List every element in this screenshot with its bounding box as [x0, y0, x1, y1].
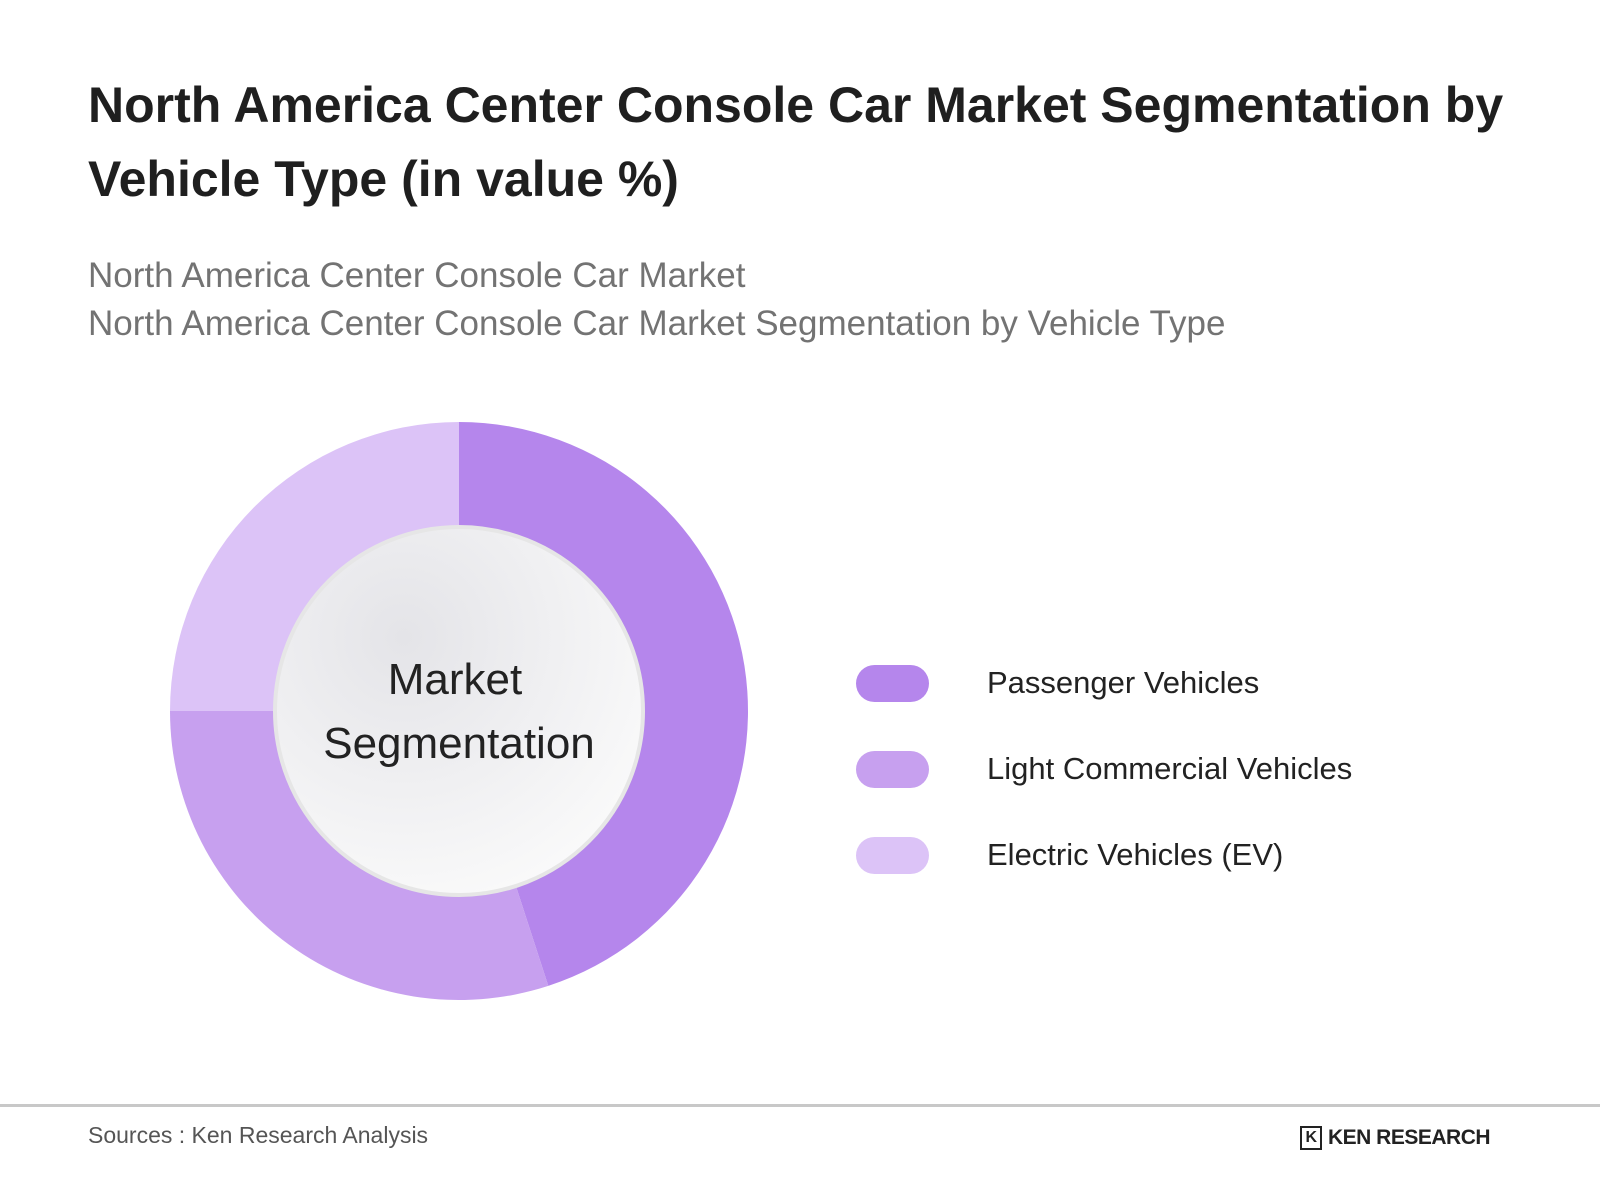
legend-swatch [856, 664, 929, 702]
legend-label: Electric Vehicles (EV) [987, 837, 1284, 872]
footer-divider [0, 1104, 1600, 1107]
legend-swatch [856, 836, 929, 874]
legend-swatch [856, 750, 929, 788]
legend: Passenger Vehicles Light Commercial Vehi… [856, 640, 1352, 898]
subtitle-line-1: North America Center Console Car Market [88, 256, 746, 295]
ken-research-logo: K KEN RESEARCH [1300, 1126, 1491, 1150]
legend-item: Light Commercial Vehicles [856, 726, 1352, 812]
legend-label: Passenger Vehicles [987, 665, 1260, 700]
legend-item: Electric Vehicles (EV) [856, 812, 1352, 898]
source-note: Sources : Ken Research Analysis [88, 1122, 429, 1148]
legend-item: Passenger Vehicles [856, 640, 1352, 726]
subtitle-line-2: North America Center Console Car Market … [88, 304, 1226, 343]
center-label-line-2: Segmentation [323, 719, 595, 768]
logo-mark-icon: K [1300, 1126, 1322, 1150]
logo-text: KEN RESEARCH [1328, 1126, 1491, 1149]
chart-title: North America Center Console Car Market … [88, 77, 1504, 207]
center-label-line-1: Market [388, 655, 522, 704]
legend-label: Light Commercial Vehicles [987, 751, 1353, 786]
chart-subtitle: North America Center Console Car Market … [88, 252, 1225, 348]
center-circle [273, 525, 645, 897]
